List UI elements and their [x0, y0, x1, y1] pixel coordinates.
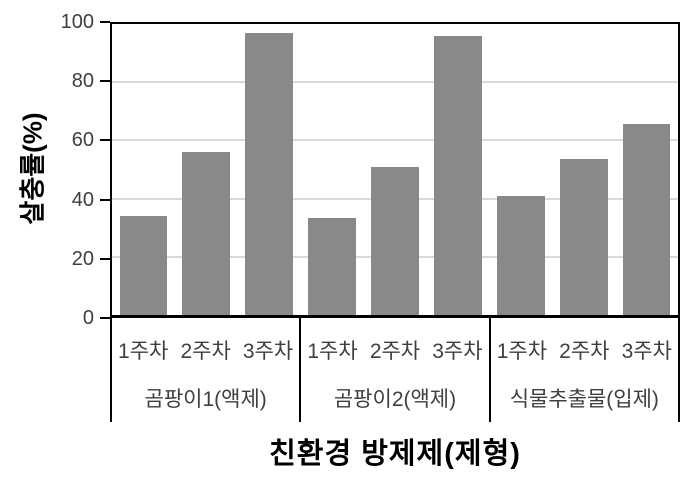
bar — [119, 216, 168, 315]
week-label-row: 1주차 2주차 3주차 — [491, 318, 678, 374]
week-label: 1주차 — [496, 340, 548, 363]
bar-slot — [301, 24, 364, 315]
bar-slot — [175, 24, 238, 315]
bar — [496, 195, 545, 315]
bar-slot — [552, 24, 615, 315]
gridline — [112, 81, 678, 84]
bar — [245, 32, 294, 315]
bar — [434, 35, 482, 315]
x-axis-title: 친환경 방제제(제형) — [269, 438, 521, 470]
bar-slot — [238, 24, 301, 315]
bar-slot — [364, 24, 427, 315]
week-label: 3주차 — [621, 340, 672, 363]
week-label: 1주차 — [307, 340, 358, 363]
group-label: 곰팡이1(액제) — [144, 388, 267, 411]
week-label: 2주차 — [180, 340, 231, 363]
y-tick-mark — [100, 139, 110, 142]
y-tick-mark — [100, 80, 110, 83]
bar-series — [112, 24, 678, 315]
y-tick-mark — [100, 317, 110, 319]
y-tick-label: 0 — [82, 307, 94, 329]
week-label: 1주차 — [118, 340, 169, 363]
y-tick-label: 40 — [71, 188, 94, 211]
y-tick-label: 100 — [60, 11, 94, 33]
bar-slot — [489, 24, 552, 315]
group-label: 식물추출물(입제) — [509, 388, 659, 411]
bar-group — [301, 24, 490, 315]
plot-area — [110, 22, 680, 318]
bar-group — [489, 24, 678, 315]
week-label: 2주차 — [369, 340, 421, 363]
bar-slot — [426, 24, 489, 315]
y-tick-mark — [100, 257, 110, 260]
bar-group — [112, 24, 301, 315]
bar — [182, 152, 231, 315]
week-label-row: 1주차 2주차 3주차 — [112, 318, 299, 374]
y-tick-mark — [100, 198, 110, 201]
week-label-row: 1주차 2주차 3주차 — [301, 318, 488, 374]
group-label: 곰팡이2(액제) — [333, 388, 457, 411]
bar — [559, 159, 608, 315]
y-tick-label: 60 — [71, 129, 94, 152]
bar — [371, 166, 419, 315]
week-label: 3주차 — [432, 340, 483, 363]
y-tick-mark — [100, 21, 110, 23]
y-tick-label: 80 — [71, 70, 94, 93]
gridline — [112, 139, 678, 142]
bar — [622, 124, 671, 315]
week-label: 2주차 — [559, 340, 610, 363]
week-label: 3주차 — [242, 340, 294, 363]
y-tick-label: 20 — [71, 247, 94, 270]
bar-slot — [112, 24, 175, 315]
bar — [308, 217, 357, 315]
bar-slot — [615, 24, 678, 315]
